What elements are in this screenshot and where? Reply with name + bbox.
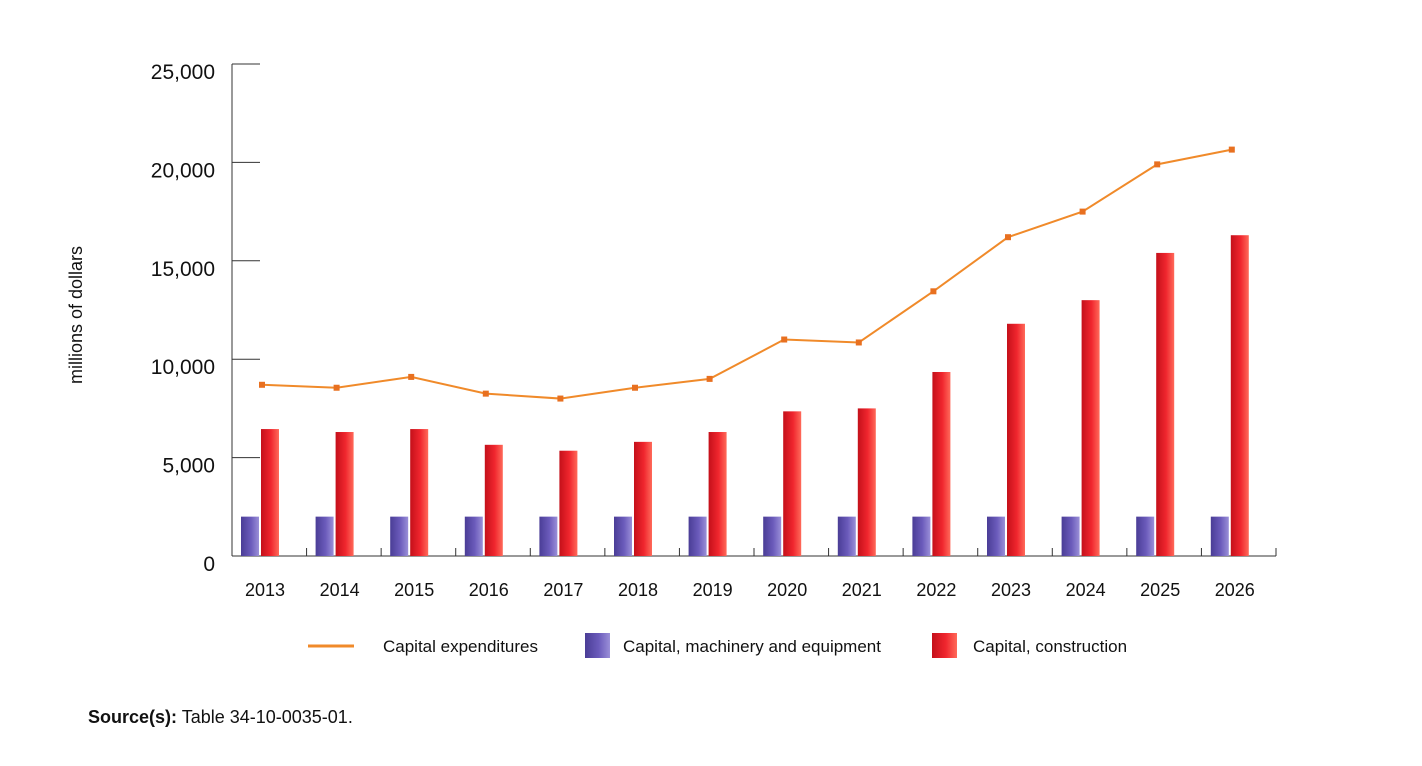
x-tick-label: 2026 bbox=[1215, 580, 1255, 600]
bar-construction-2017 bbox=[559, 450, 578, 556]
legend-label-capital-expenditures: Capital expenditures bbox=[383, 637, 538, 656]
x-tick-label: 2016 bbox=[469, 580, 509, 600]
x-tick-label: 2020 bbox=[767, 580, 807, 600]
bar-machinery-2013 bbox=[241, 516, 259, 556]
bar-construction-2014 bbox=[335, 432, 354, 556]
bar-construction-2013 bbox=[261, 429, 279, 556]
x-tick-label: 2014 bbox=[320, 580, 360, 600]
source-text: Table 34-10-0035-01. bbox=[177, 707, 353, 727]
x-tick-label: 2024 bbox=[1066, 580, 1106, 600]
y-tick-label: 5,000 bbox=[162, 455, 215, 478]
point-2017 bbox=[557, 395, 564, 402]
bar-construction-2025 bbox=[1156, 252, 1175, 557]
y-tick-label: 0 bbox=[203, 553, 215, 576]
y-tick-label: 20,000 bbox=[151, 159, 215, 182]
bar-machinery-2026 bbox=[1210, 516, 1229, 556]
x-tick-label: 2013 bbox=[245, 580, 285, 600]
bar-machinery-2022 bbox=[912, 516, 931, 556]
bar-machinery-2014 bbox=[315, 516, 334, 556]
bar-machinery-2025 bbox=[1136, 516, 1155, 556]
point-2026 bbox=[1228, 146, 1235, 153]
legend-swatch-construction bbox=[932, 633, 957, 658]
bar-construction-2018 bbox=[634, 441, 652, 556]
bar-machinery-2020 bbox=[763, 516, 782, 556]
point-2020 bbox=[781, 336, 788, 343]
point-2018 bbox=[632, 384, 638, 391]
point-2016 bbox=[482, 390, 489, 397]
point-2019 bbox=[706, 375, 713, 382]
line-capital-expenditures bbox=[261, 148, 1232, 400]
bar-machinery-2018 bbox=[614, 516, 632, 556]
source-note: Source(s): Table 34-10-0035-01. bbox=[88, 707, 353, 728]
bar-machinery-2019 bbox=[688, 516, 707, 556]
legend-swatch-machinery bbox=[585, 633, 610, 658]
bar-machinery-2024 bbox=[1061, 516, 1080, 556]
point-2021 bbox=[855, 339, 862, 346]
bar-construction-2016 bbox=[484, 444, 503, 556]
bar-machinery-2021 bbox=[837, 516, 856, 556]
x-tick-label: 2023 bbox=[991, 580, 1031, 600]
point-2024 bbox=[1079, 208, 1086, 215]
point-2015 bbox=[408, 373, 415, 380]
point-2025 bbox=[1154, 161, 1161, 168]
legend: Capital expenditures Capital, machinery a… bbox=[308, 633, 1127, 658]
point-2022 bbox=[930, 288, 937, 295]
x-tick-label: 2015 bbox=[394, 580, 434, 600]
x-tick-label: 2025 bbox=[1140, 580, 1180, 600]
bar-machinery-2017 bbox=[539, 516, 558, 556]
bar-machinery-2023 bbox=[987, 516, 1005, 556]
x-tick-label: 2021 bbox=[842, 580, 882, 600]
legend-label-construction: Capital, construction bbox=[973, 637, 1127, 656]
point-2013 bbox=[259, 381, 265, 388]
bar-construction-2021 bbox=[857, 408, 876, 556]
legend-label-machinery: Capital, machinery and equipment bbox=[623, 637, 881, 656]
bar-construction-2026 bbox=[1230, 235, 1249, 556]
bar-machinery-2015 bbox=[390, 516, 409, 556]
bar-machinery-2016 bbox=[464, 516, 483, 556]
x-tick-label: 2022 bbox=[916, 580, 956, 600]
y-axis-title: millions of dollars bbox=[66, 246, 86, 384]
bar-construction-2023 bbox=[1007, 323, 1025, 556]
bar-construction-2024 bbox=[1081, 300, 1100, 556]
point-2014 bbox=[333, 384, 340, 391]
bars bbox=[241, 235, 1249, 557]
bar-construction-2019 bbox=[708, 432, 727, 556]
y-tick-label: 10,000 bbox=[151, 356, 215, 379]
y-tick-label: 25,000 bbox=[151, 61, 215, 84]
bar-construction-2020 bbox=[783, 411, 802, 556]
source-label: Source(s): bbox=[88, 707, 178, 727]
x-tick-label: 2019 bbox=[693, 580, 733, 600]
y-axis: 0 5,000 10,000 15,000 20,000 25,000 bbox=[151, 61, 260, 576]
x-axis: 2013 2014 2015 2016 2017 2018 2019 2020 2021 2022… bbox=[231, 548, 1277, 600]
point-2023 bbox=[1005, 234, 1011, 241]
line-series bbox=[259, 146, 1235, 402]
x-tick-label: 2017 bbox=[543, 580, 583, 600]
y-tick-label: 15,000 bbox=[151, 258, 215, 281]
bar-construction-2015 bbox=[410, 429, 429, 556]
bar-construction-2022 bbox=[932, 371, 951, 556]
x-tick-label: 2018 bbox=[618, 580, 658, 600]
